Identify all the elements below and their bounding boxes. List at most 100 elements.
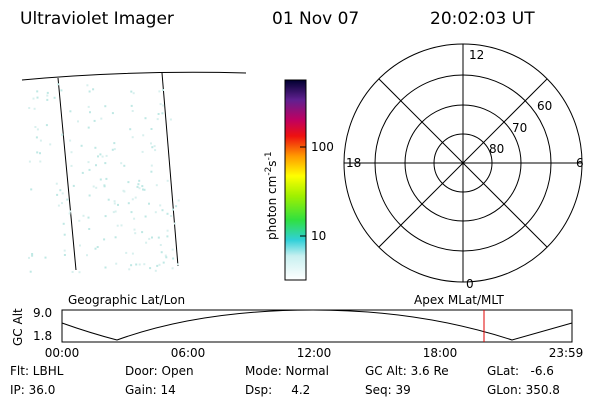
emission-pixel	[29, 270, 32, 273]
emission-pixel	[35, 136, 38, 139]
emission-pixel	[117, 203, 119, 206]
emission-pixel	[69, 110, 72, 113]
emission-pixel	[138, 263, 141, 266]
emission-pixel	[80, 144, 83, 147]
emission-pixel	[88, 168, 91, 171]
emission-pixel	[131, 136, 134, 139]
emission-pixel	[113, 142, 116, 145]
emission-pixel	[148, 202, 150, 205]
emission-pixel	[36, 96, 39, 99]
emission-pixel	[87, 161, 90, 164]
emission-pixel	[66, 198, 69, 201]
emission-pixel	[130, 104, 133, 107]
info-field: GLat: -6.6	[487, 364, 554, 378]
emission-pixel	[70, 164, 73, 167]
emission-pixel	[141, 185, 144, 188]
emission-pixel	[87, 105, 90, 108]
emission-pixel	[69, 210, 72, 213]
emission-pixel	[132, 92, 135, 95]
emission-pixel	[116, 224, 119, 227]
emission-pixel	[61, 133, 64, 136]
emission-pixel	[177, 199, 180, 202]
info-field: Door: Open	[125, 364, 194, 378]
emission-pixel	[134, 232, 137, 235]
emission-pixel	[39, 139, 42, 142]
emission-pixel	[157, 236, 160, 239]
emission-pixel	[78, 219, 81, 222]
emission-pixel	[36, 151, 39, 154]
emission-pixel	[70, 151, 73, 154]
emission-pixel	[165, 256, 168, 259]
emission-pixel	[56, 193, 59, 196]
timeline-title: Geographic Lat/Lon	[68, 293, 185, 307]
emission-pixel	[93, 119, 96, 122]
emission-pixel	[125, 251, 128, 254]
emission-pixel	[114, 236, 117, 239]
emission-pixel	[77, 120, 79, 123]
label-part: -1	[264, 151, 274, 160]
info-field: Gain: 14	[125, 383, 176, 397]
emission-pixel	[88, 90, 91, 93]
emission-pixel	[159, 103, 162, 106]
emission-pixel	[33, 107, 36, 110]
emission-pixel	[155, 184, 158, 187]
emission-pixel	[68, 212, 71, 215]
emission-pixel	[59, 189, 62, 192]
emission-pixel	[166, 212, 169, 215]
emission-pixel	[30, 188, 33, 191]
emission-pixel	[61, 192, 64, 195]
emission-pixel	[53, 96, 56, 99]
emission-pixel	[28, 107, 31, 109]
emission-pixel	[95, 186, 98, 189]
emission-pixel	[105, 177, 108, 180]
emission-pixel	[131, 252, 134, 255]
colorbar-tick: 100	[311, 140, 334, 154]
lat-label: 80	[489, 142, 504, 156]
lat-label: 60	[537, 99, 552, 113]
emission-pixel	[34, 126, 37, 128]
instrument: Ultraviolet Imager	[20, 9, 174, 29]
emission-pixel	[104, 266, 107, 269]
grid-line	[161, 72, 179, 267]
emission-pixel	[88, 228, 91, 230]
emission-pixel	[87, 126, 90, 129]
emission-pixel	[153, 145, 156, 148]
emission-pixel	[89, 111, 91, 114]
emission-pixel	[78, 271, 81, 274]
emission-pixel	[137, 183, 140, 186]
emission-pixel	[154, 149, 157, 152]
emission-pixel	[105, 154, 108, 157]
emission-pixel	[176, 263, 179, 266]
date: 01 Nov 07	[272, 9, 359, 29]
emission-pixel	[142, 188, 144, 191]
emission-pixel	[103, 238, 106, 241]
emission-pixel	[174, 222, 176, 225]
emission-pixel	[150, 170, 153, 173]
emission-pixel	[150, 142, 152, 145]
emission-pixel	[154, 211, 157, 214]
emission-pixel	[28, 160, 31, 163]
emission-pixel	[46, 91, 49, 94]
label-part: -2	[264, 167, 274, 176]
emission-pixel	[96, 246, 99, 248]
emission-pixel	[171, 267, 174, 270]
time: 20:02:03 UT	[430, 9, 535, 29]
lat-label: 70	[512, 121, 527, 135]
emission-pixel	[113, 200, 116, 203]
emission-pixel	[97, 155, 99, 158]
emission-pixel	[104, 215, 107, 218]
emission-pixel	[63, 254, 66, 256]
grid-line	[57, 77, 77, 271]
emission-pixel	[57, 83, 60, 86]
info-field: Seq: 39	[365, 383, 411, 397]
emission-pixel	[130, 90, 133, 93]
emission-pixel	[39, 152, 41, 155]
emission-pixel	[28, 256, 30, 259]
emission-pixel	[122, 189, 125, 192]
emission-pixel	[103, 184, 106, 187]
emission-pixel	[138, 179, 141, 182]
emission-pixel	[130, 264, 133, 267]
image-panel	[21, 71, 247, 274]
emission-pixel	[156, 264, 159, 267]
